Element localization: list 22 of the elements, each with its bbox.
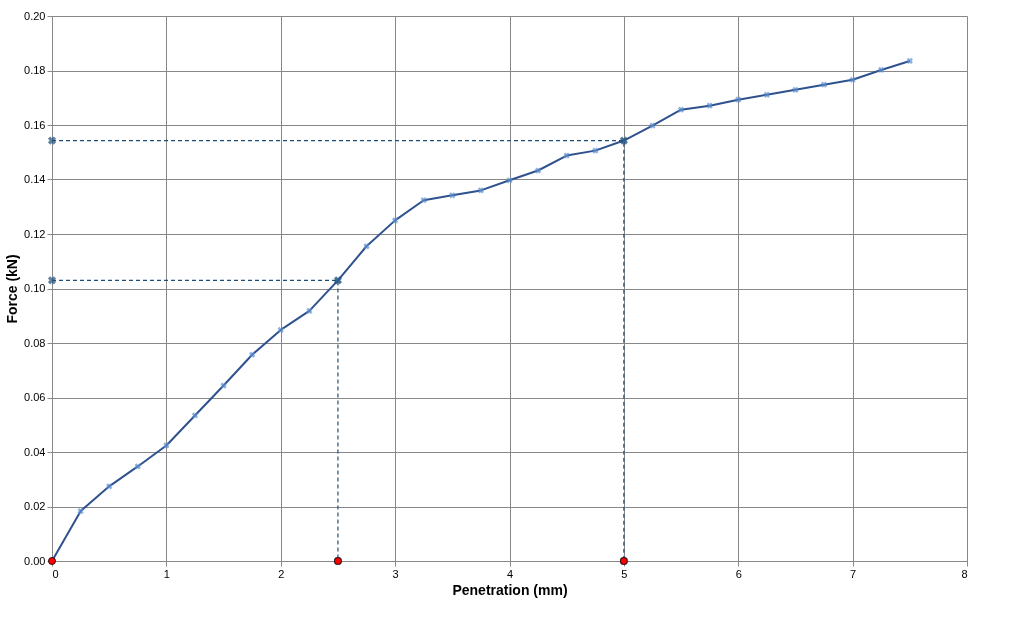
y-tick-label: 0.18 — [24, 64, 46, 76]
x-tick-label: 4 — [506, 567, 514, 580]
y-tick-label: 0.08 — [24, 336, 46, 349]
y-tick-label: 0.06 — [24, 391, 46, 403]
y-tick-label: 0.16 — [24, 118, 46, 131]
x-tick-label: 2 — [278, 567, 285, 580]
y-tick-label: 0.00 — [24, 554, 46, 567]
y-tick-label: 0.20 — [24, 9, 46, 22]
y-tick-label: 0.12 — [24, 227, 46, 240]
y-tick-label: 0.14 — [24, 173, 46, 185]
x-tick-label: 1 — [163, 567, 170, 580]
x-tick-label: 0 — [52, 567, 59, 580]
y-axis-title: Force (kN) — [4, 254, 21, 324]
x-tick-label: 7 — [850, 567, 857, 580]
x-tick-label: 5 — [621, 567, 628, 580]
x-axis-title: Penetration (mm) — [452, 581, 568, 598]
y-tick-label: 0.02 — [24, 500, 46, 512]
x-tick-label: 8 — [961, 567, 968, 580]
y-tick-label: 0.04 — [24, 445, 46, 458]
x-tick-label: 6 — [735, 567, 742, 580]
x-tick-label: 3 — [392, 567, 399, 580]
y-tick-label: 0.10 — [24, 282, 46, 294]
